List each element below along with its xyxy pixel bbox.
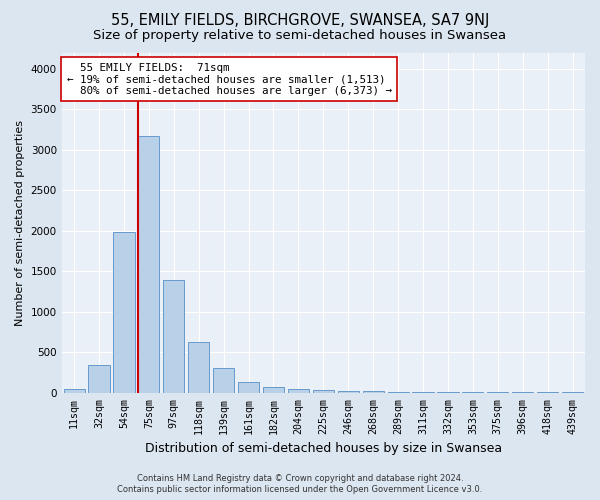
Bar — [388, 392, 409, 393]
Y-axis label: Number of semi-detached properties: Number of semi-detached properties — [15, 120, 25, 326]
Bar — [238, 382, 259, 393]
Bar — [213, 368, 234, 393]
Bar — [263, 386, 284, 393]
Bar — [113, 232, 134, 393]
Bar — [313, 390, 334, 393]
Bar — [362, 391, 384, 393]
Text: 55, EMILY FIELDS, BIRCHGROVE, SWANSEA, SA7 9NJ: 55, EMILY FIELDS, BIRCHGROVE, SWANSEA, S… — [111, 12, 489, 28]
Bar — [188, 342, 209, 393]
Bar — [64, 389, 85, 393]
X-axis label: Distribution of semi-detached houses by size in Swansea: Distribution of semi-detached houses by … — [145, 442, 502, 455]
Bar — [88, 366, 110, 393]
Text: Size of property relative to semi-detached houses in Swansea: Size of property relative to semi-detach… — [94, 29, 506, 42]
Text: 55 EMILY FIELDS:  71sqm
← 19% of semi-detached houses are smaller (1,513)
  80% : 55 EMILY FIELDS: 71sqm ← 19% of semi-det… — [67, 62, 392, 96]
Bar — [338, 391, 359, 393]
Bar — [163, 280, 184, 393]
Bar — [138, 136, 160, 393]
Bar — [288, 389, 309, 393]
Bar — [412, 392, 434, 393]
Text: Contains HM Land Registry data © Crown copyright and database right 2024.
Contai: Contains HM Land Registry data © Crown c… — [118, 474, 482, 494]
